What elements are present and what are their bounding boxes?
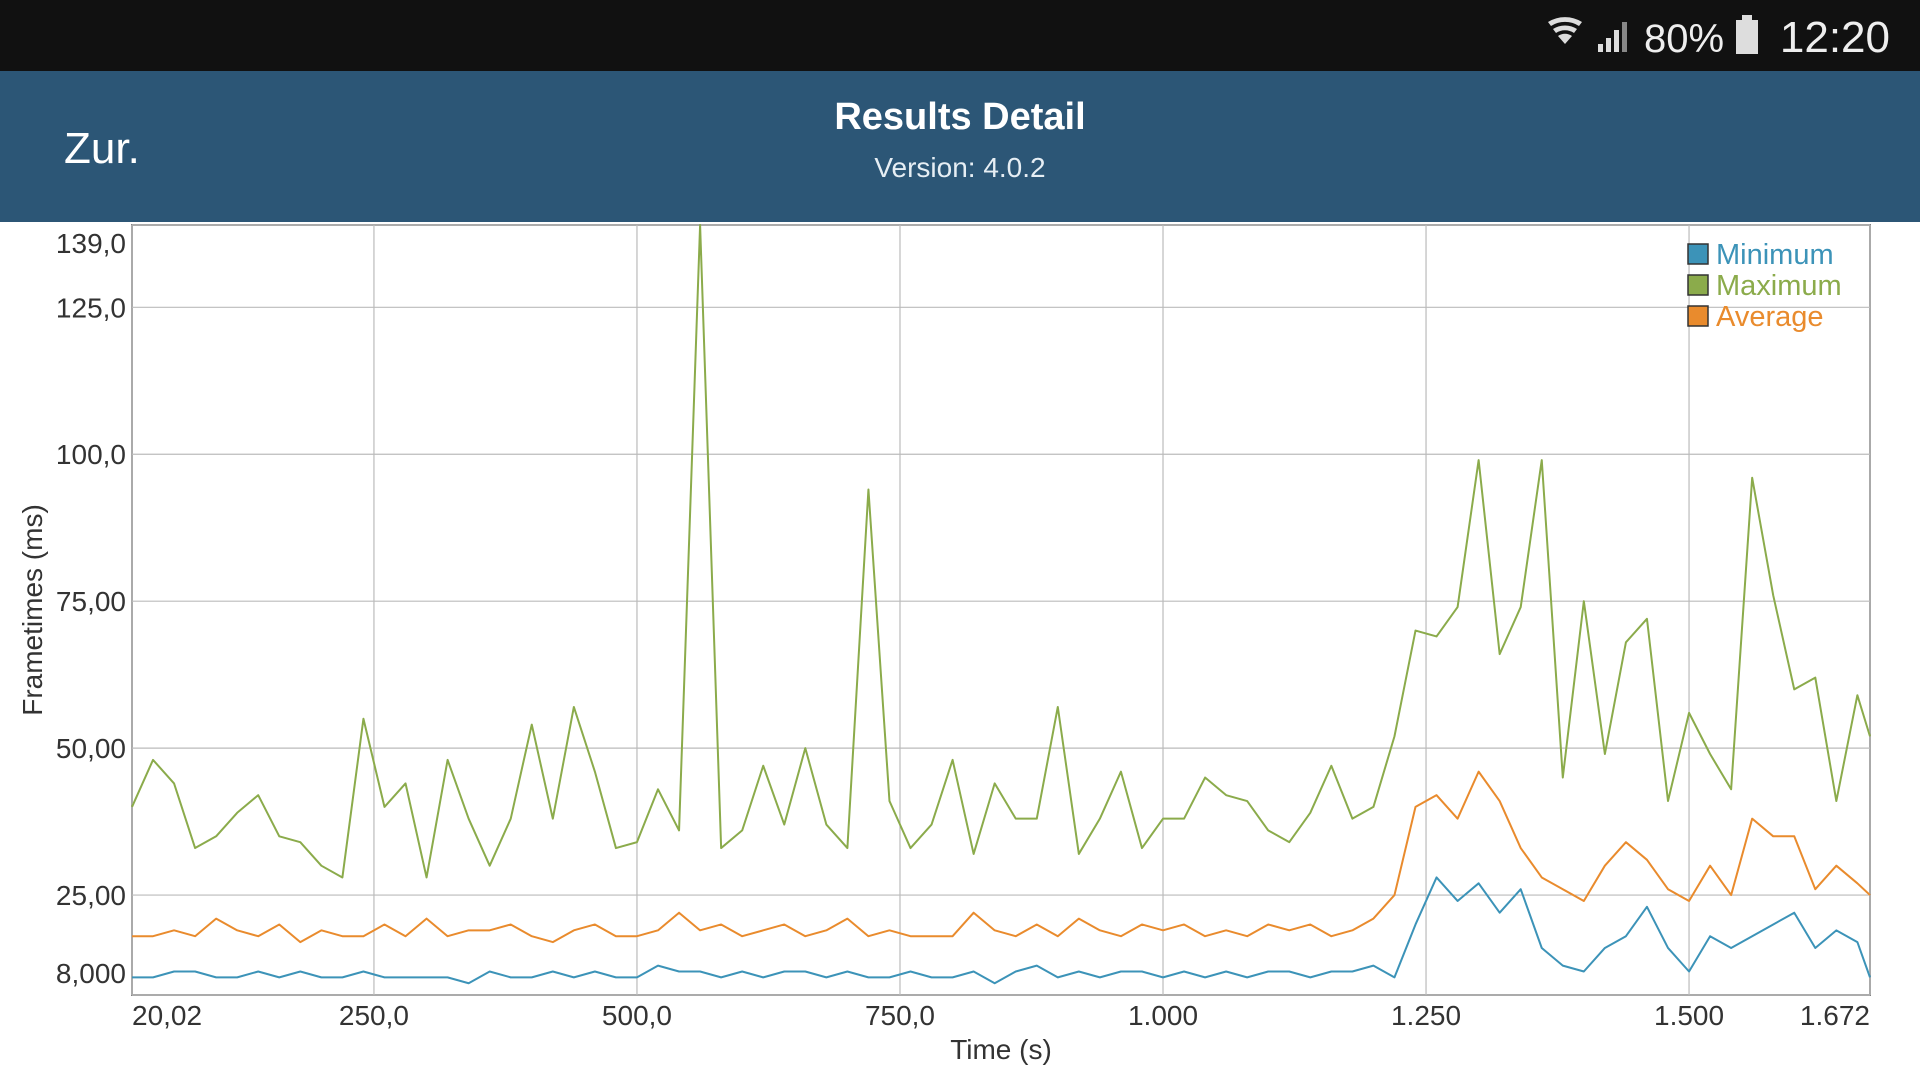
x-axis-title: Time (s) (950, 1034, 1052, 1065)
plot-area (131, 224, 1871, 996)
back-button[interactable]: Zur. (64, 124, 140, 173)
y-tick-label: 25,00 (56, 880, 126, 911)
x-tick-label: 1.000 (1128, 1000, 1198, 1031)
signal-icon (1598, 22, 1627, 52)
y-axis-title: Frametimes (ms) (17, 504, 48, 716)
y-tick-label: 75,00 (56, 586, 126, 617)
x-tick-label: 1.250 (1391, 1000, 1461, 1031)
x-tick-label: 500,0 (602, 1000, 672, 1031)
x-tick-label: 250,0 (339, 1000, 409, 1031)
status-icons: 80% 12:20 (1548, 13, 1890, 62)
battery-text: 80% (1644, 17, 1724, 61)
series-line (132, 876, 1871, 985)
subtitle: Version: 4.0.2 (874, 152, 1045, 183)
clock: 12:20 (1780, 13, 1890, 62)
legend-label: Maximum (1716, 270, 1842, 302)
series-line (132, 770, 1871, 944)
x-tick-label: 20,02 (132, 1000, 202, 1031)
y-tick-label: 50,00 (56, 733, 126, 764)
y-tick-label: 8,000 (56, 958, 126, 989)
x-tick-label: 750,0 (865, 1000, 935, 1031)
wifi-icon (1548, 17, 1582, 44)
y-tick-label: 125,0 (56, 292, 126, 323)
series-line (131, 224, 1871, 879)
legend-label: Average (1716, 301, 1824, 333)
legend-label: Minimum (1716, 239, 1834, 271)
x-tick-label: 1.500 (1654, 1000, 1724, 1031)
title: Results Detail (834, 96, 1085, 138)
legend-swatch (1687, 274, 1709, 296)
y-tick-label: 139,0 (56, 228, 126, 259)
status-bar: 80% 12:20 (0, 0, 1920, 71)
chart: 8,000 25,00 50,00 75,00 100,0 125,0 139,0 20,02… (17, 224, 1871, 1065)
legend-swatch (1687, 305, 1709, 327)
battery-icon (1736, 20, 1758, 54)
header-content: Zur. Results Detail Version: 4.0.2 (64, 96, 1086, 183)
x-tick-label: 1.672 (1800, 1000, 1870, 1031)
battery-tip (1742, 15, 1752, 21)
legend-swatch (1687, 243, 1709, 265)
y-tick-label: 100,0 (56, 439, 126, 470)
app-header: Zur. Results Detail Version: 4.0.2 (0, 71, 1920, 222)
